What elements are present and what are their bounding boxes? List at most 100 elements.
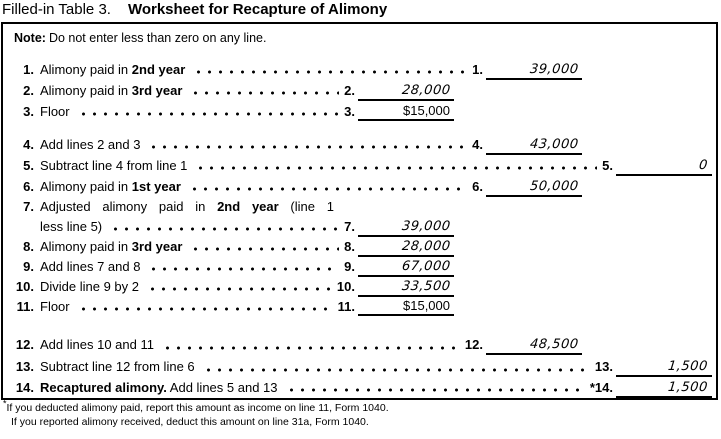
line-label: Add lines 2 and 3 — [40, 137, 141, 152]
worksheet-line-12: 12. Add lines 10 and 11 12. 48,500 — [7, 334, 712, 356]
line-number: 1. — [23, 62, 34, 77]
table-caption-prefix: Filled-in Table 3. — [2, 1, 111, 18]
answer-value: 28,000 — [400, 239, 451, 254]
line-number: 8. — [23, 239, 34, 254]
line-number: 5. — [23, 158, 34, 173]
footnote-line-1: *If you deducted alimony paid, report th… — [3, 398, 389, 414]
table-caption-main: Worksheet for Recapture of Alimony — [127, 1, 388, 18]
dot-leader — [148, 257, 340, 277]
answer-value: $15,000 — [403, 298, 450, 313]
dot-leader — [285, 378, 585, 398]
answer-number: 4. — [472, 137, 483, 152]
line-label: Floor — [40, 104, 70, 119]
dot-leader — [190, 80, 340, 101]
answer-value: 0 — [698, 158, 709, 173]
worksheet-line-14: 14. Recaptured alimony. Add lines 5 and … — [7, 378, 712, 398]
line-label: Add lines 7 and 8 — [40, 259, 141, 274]
dot-leader — [190, 237, 340, 257]
line-number: 6. — [23, 179, 34, 194]
dot-leader — [202, 356, 590, 378]
asterisk-marker: * — [3, 398, 7, 409]
dot-leader — [77, 297, 333, 317]
answer-value: 39,000 — [400, 219, 451, 234]
dot-leader — [193, 59, 468, 80]
dot-leader — [195, 155, 598, 176]
answer-value: 33,500 — [400, 279, 451, 294]
dot-leader — [148, 134, 468, 155]
worksheet-line-13: 13. Subtract line 12 from line 6 13. 1,5… — [7, 356, 712, 378]
worksheet-line-10: 10. Divide line 9 by 2 10. 33,500 — [7, 277, 712, 297]
line-number: 11. — [16, 299, 34, 314]
answer-value: 48,500 — [528, 337, 579, 352]
answer-blank: 0 — [616, 158, 712, 176]
worksheet-line-11: 11. Floor 11. $15,000 — [7, 297, 712, 317]
worksheet-box: Note: Do not enter less than zero on any … — [1, 22, 718, 400]
answer-blank: 39,000 — [358, 219, 454, 237]
line-number: 10. — [15, 279, 34, 294]
answer-number: 9. — [344, 259, 355, 274]
note-text: Do not enter less than zero on any line. — [48, 31, 267, 45]
line-label-continued: less line 5) — [40, 219, 103, 234]
answer-value: 43,000 — [528, 137, 579, 152]
dot-leader — [147, 277, 332, 297]
answer-blank: 33,500 — [358, 279, 454, 297]
answer-value: 1,500 — [667, 380, 709, 395]
footnotes: *If you deducted alimony paid, report th… — [3, 398, 389, 429]
answer-number: 10. — [336, 279, 355, 294]
answer-blank: 43,000 — [486, 137, 582, 155]
line-label: Alimony paid in 2nd year — [40, 62, 186, 77]
answer-number: 13. — [594, 359, 613, 374]
answer-number: 1. — [472, 62, 483, 77]
line-label: Alimony paid in 3rd year — [40, 239, 183, 254]
worksheet-line-8: 8. Alimony paid in 3rd year 8. 28,000 — [7, 237, 712, 257]
answer-number: 12. — [464, 337, 483, 352]
worksheet-line-6: 6. Alimony paid in 1st year 6. 50,000 — [7, 176, 712, 197]
answer-number: 11. — [337, 299, 355, 314]
worksheet-line-9: 9. Add lines 7 and 8 9. 67,000 — [7, 257, 712, 277]
answer-blank: $15,000 — [358, 103, 454, 121]
dot-leader — [110, 217, 340, 237]
answer-value: 28,000 — [400, 83, 451, 98]
line-number: 3. — [23, 104, 34, 119]
line-number: 4. — [23, 137, 34, 152]
note-label: Note: — [14, 31, 46, 45]
dot-leader — [77, 101, 340, 122]
answer-number: 5. — [602, 158, 613, 173]
answer-value: 1,500 — [667, 359, 709, 374]
worksheet-line-4: 4. Add lines 2 and 3 4. 43,000 — [7, 134, 712, 155]
worksheet-line-7: 7. Adjusted alimony paid in 2nd year (li… — [7, 197, 712, 237]
line-label: Subtract line 4 from line 1 — [40, 158, 188, 173]
footnote-line-2: If you reported alimony received, deduct… — [11, 415, 369, 428]
answer-number: *14. — [589, 380, 613, 395]
dot-leader — [161, 334, 460, 356]
worksheet-line-1: 1. Alimony paid in 2nd year 1. 39,000 — [7, 59, 712, 80]
line-label: Divide line 9 by 2 — [40, 279, 139, 294]
answer-blank: 67,000 — [358, 259, 454, 277]
answer-value: 67,000 — [400, 259, 451, 274]
answer-blank: 39,000 — [486, 62, 582, 80]
answer-blank: 50,000 — [486, 179, 582, 197]
line-label: Floor — [40, 299, 70, 314]
line-label: Alimony paid in 1st year — [40, 179, 181, 194]
answer-blank: 48,500 — [486, 337, 582, 355]
answer-value: 39,000 — [528, 62, 579, 77]
worksheet-line-5: 5. Subtract line 4 from line 1 5. 0 — [7, 155, 712, 176]
dot-leader — [188, 176, 468, 197]
note: Note: Do not enter less than zero on any … — [14, 31, 712, 46]
line-number: 9. — [23, 259, 34, 274]
worksheet-line-2: 2. Alimony paid in 3rd year 2. 28,000 — [7, 80, 712, 101]
answer-number: 3. — [344, 104, 355, 119]
answer-number: 2. — [344, 83, 355, 98]
answer-value: 50,000 — [528, 179, 579, 194]
answer-value: $15,000 — [403, 103, 450, 118]
line-number: 12. — [15, 337, 34, 352]
line-label-first-line: 7. Adjusted alimony paid in 2nd year (li… — [7, 197, 712, 217]
answer-number: 6. — [472, 179, 483, 194]
line-label: Recaptured alimony. Add lines 5 and 13 — [40, 380, 278, 395]
line-number: 2. — [23, 83, 34, 98]
answer-blank: $15,000 — [358, 298, 454, 316]
page-title: Filled-in Table 3. Worksheet for Recaptur… — [2, 1, 387, 19]
line-number: 14. — [15, 380, 34, 395]
answer-blank: 28,000 — [358, 239, 454, 257]
